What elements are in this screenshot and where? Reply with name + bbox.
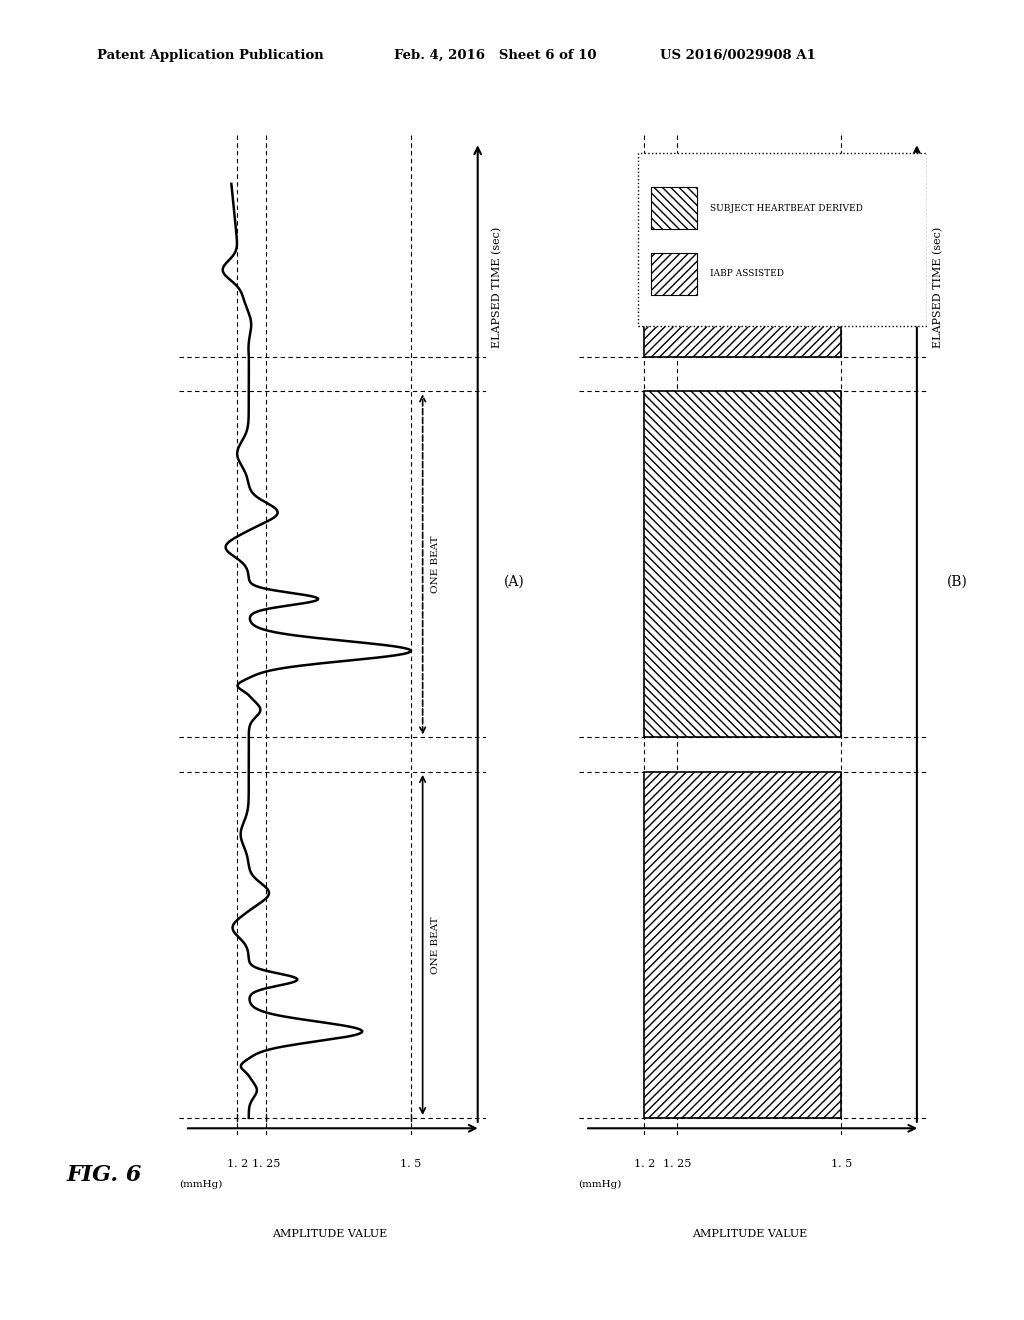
Text: (mmHg): (mmHg) [579,1180,622,1189]
Text: Patent Application Publication: Patent Application Publication [97,49,324,62]
Text: IABP ASSISTED: IABP ASSISTED [710,269,784,279]
Text: 1. 2: 1. 2 [634,1159,655,1170]
Bar [644,392,842,738]
Text: US 2016/0029908 A1: US 2016/0029908 A1 [660,49,816,62]
Text: 1. 2: 1. 2 [226,1159,248,1170]
Bar [651,253,696,294]
Text: SUBJECT HEARTBEAT DERIVED: SUBJECT HEARTBEAT DERIVED [710,203,863,213]
Text: 1. 25: 1. 25 [252,1159,281,1170]
Bar [644,772,842,1118]
Bar [644,183,842,356]
Bar [651,187,696,228]
Text: 1. 25: 1. 25 [663,1159,691,1170]
Text: ELAPSED TIME (sec): ELAPSED TIME (sec) [493,227,503,348]
Text: AMPLITUDE VALUE: AMPLITUDE VALUE [692,1229,807,1238]
Text: ELAPSED TIME (sec): ELAPSED TIME (sec) [933,227,943,348]
Bar [638,153,927,326]
Text: ONE BEAT: ONE BEAT [431,916,440,974]
Text: (mmHg): (mmHg) [179,1180,222,1189]
Text: FIG. 6: FIG. 6 [67,1164,142,1187]
Text: AMPLITUDE VALUE: AMPLITUDE VALUE [272,1229,387,1238]
Text: Feb. 4, 2016   Sheet 6 of 10: Feb. 4, 2016 Sheet 6 of 10 [394,49,597,62]
Text: 1. 5: 1. 5 [400,1159,422,1170]
Text: ONE BEAT: ONE BEAT [431,536,440,593]
Text: (A): (A) [504,574,524,589]
Text: 1. 5: 1. 5 [830,1159,852,1170]
Text: (B): (B) [946,574,968,589]
